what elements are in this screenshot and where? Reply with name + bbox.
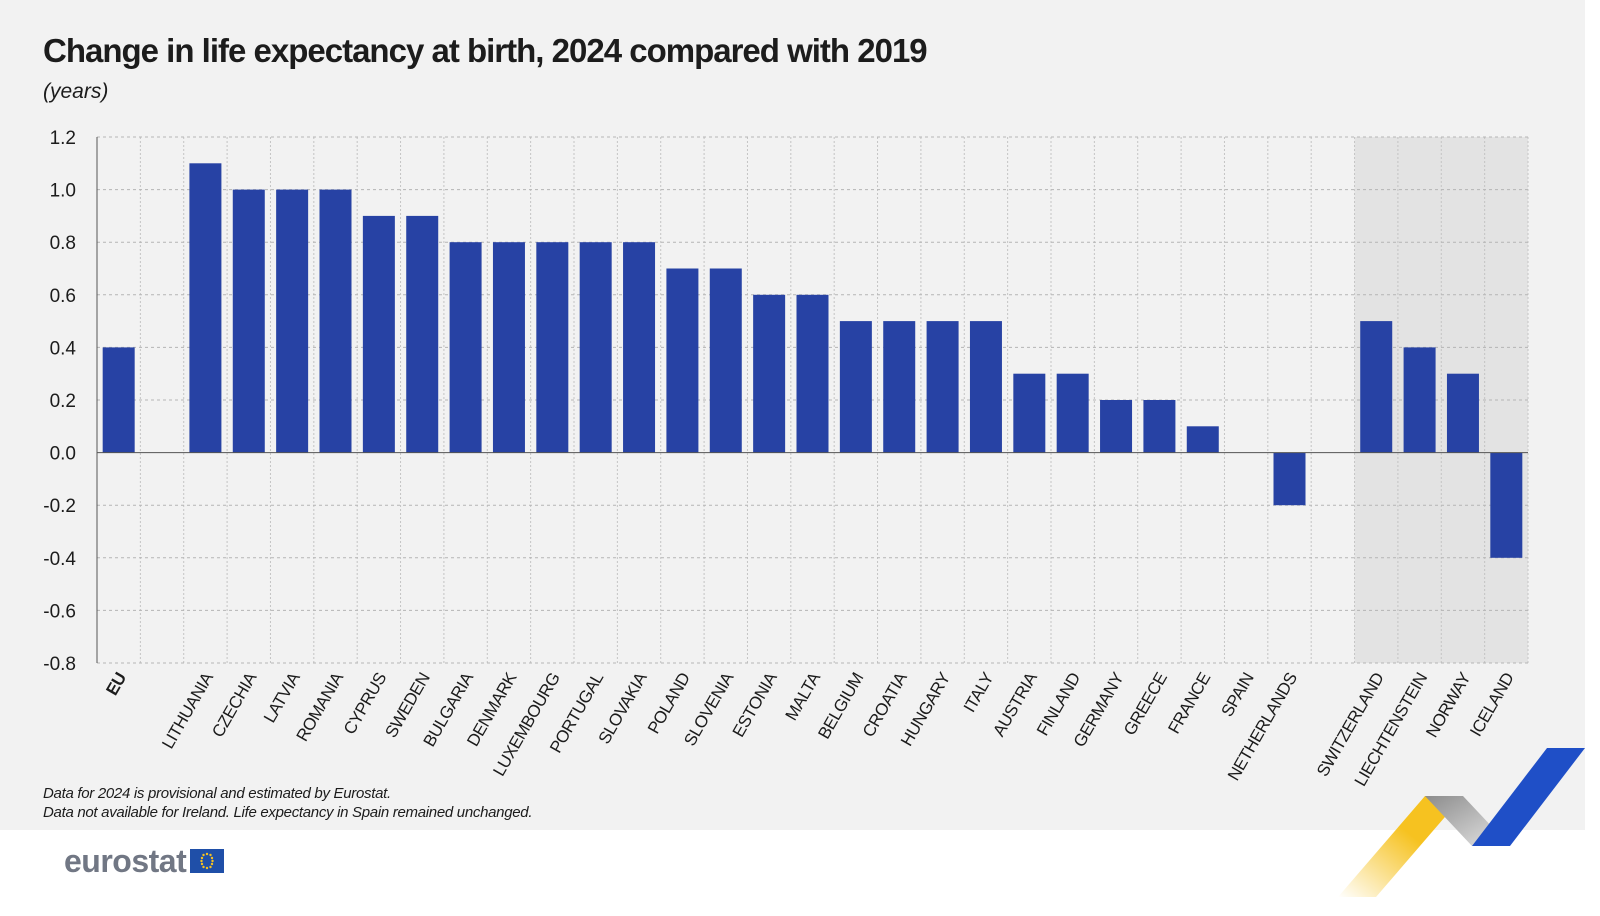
y-tick-label: 0.8	[50, 233, 76, 254]
bar	[232, 189, 265, 453]
y-tick-label: -0.4	[43, 549, 76, 570]
y-tick-label: -0.6	[43, 601, 76, 622]
bar	[926, 321, 959, 453]
y-tick-label: 0.2	[50, 391, 76, 412]
bar	[1143, 400, 1176, 453]
bar	[666, 268, 699, 453]
bar	[1100, 400, 1133, 453]
footnote-availability: Data not available for Ireland. Life exp…	[43, 804, 533, 821]
bar	[492, 242, 525, 453]
bar	[189, 163, 222, 453]
bar	[1056, 373, 1089, 453]
y-tick-label: 0.4	[50, 338, 77, 359]
y-tick-label: -0.2	[43, 496, 76, 517]
y-tick-label: 1.2	[50, 128, 76, 149]
bar	[102, 347, 135, 453]
bar	[753, 294, 786, 453]
bar	[579, 242, 612, 453]
bar	[1273, 452, 1306, 506]
bar	[709, 268, 742, 453]
y-tick-label: 1.0	[50, 181, 76, 202]
bar	[1186, 426, 1219, 453]
footnote-provisional: Data for 2024 is provisional and estimat…	[43, 785, 391, 802]
bar	[1013, 373, 1046, 453]
bar	[623, 242, 656, 453]
bar	[1360, 321, 1393, 453]
bar	[276, 189, 309, 453]
bar	[1446, 373, 1479, 453]
bar	[1403, 347, 1436, 453]
bar	[883, 321, 916, 453]
bar	[1490, 452, 1523, 558]
bar	[536, 242, 569, 453]
y-tick-label: 0.0	[50, 444, 76, 465]
chart-subtitle: (years)	[43, 80, 109, 103]
bar	[969, 321, 1002, 453]
bar	[362, 215, 395, 453]
chart-title: Change in life expectancy at birth, 2024…	[43, 32, 928, 69]
logo-text: eurostat	[64, 842, 187, 879]
bar	[796, 294, 829, 453]
bar	[449, 242, 482, 453]
bar	[839, 321, 872, 453]
eurostat-logo: eurostat	[64, 842, 225, 879]
eu-flag-icon	[190, 849, 225, 873]
y-tick-label: 0.6	[50, 286, 76, 307]
y-tick-label: -0.8	[43, 654, 76, 675]
bar	[319, 189, 352, 453]
bar	[406, 215, 439, 453]
